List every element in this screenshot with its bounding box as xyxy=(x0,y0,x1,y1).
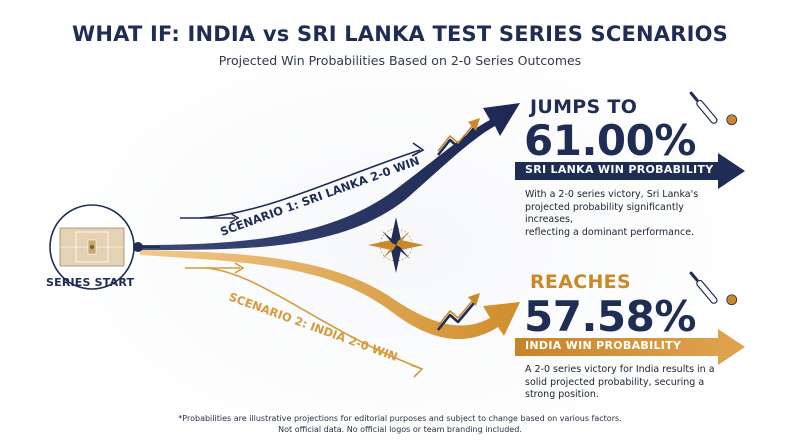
india-band xyxy=(515,329,745,365)
sri-lanka-band xyxy=(515,153,745,189)
india-lead: REACHES xyxy=(530,271,631,293)
scenario-2-label: SCENARIO 2: INDIA 2-0 WIN xyxy=(227,290,400,364)
sri-lanka-probability: 61.00% xyxy=(524,116,696,165)
page-subtitle: Projected Win Probabilities Based on 2-0… xyxy=(218,53,582,68)
start-node xyxy=(133,242,143,252)
sri-lanka-lead: JUMPS TO xyxy=(530,96,638,118)
page-title: WHAT IF: INDIA vs SRI LANKA TEST SERIES … xyxy=(71,22,728,46)
india-path-line xyxy=(204,267,421,369)
trend-up-icon xyxy=(436,118,480,156)
india-band-label: INDIA WIN PROBABILITY xyxy=(525,339,682,352)
sri-lanka-path-line xyxy=(199,149,421,219)
series-start-label: SERIES START xyxy=(46,276,135,289)
cricket-bat-ball-icon xyxy=(689,91,738,126)
sri-lanka-swoosh xyxy=(140,103,520,250)
india-probability: 57.58% xyxy=(524,292,696,341)
cricket-bat-ball-icon xyxy=(689,271,738,306)
trend-up-icon xyxy=(436,293,480,331)
compass-icon xyxy=(368,217,424,273)
india-swoosh xyxy=(140,250,520,340)
india-description: A 2-0 series victory for India results i… xyxy=(525,364,715,400)
sri-lanka-description: With a 2-0 series victory, Sri Lanka's p… xyxy=(525,189,699,238)
footnote: *Probabilities are illustrative projecti… xyxy=(178,414,622,434)
sri-lanka-band-label: SRI LANKA WIN PROBABILITY xyxy=(525,163,714,176)
cricket-pitch-icon xyxy=(49,204,135,290)
